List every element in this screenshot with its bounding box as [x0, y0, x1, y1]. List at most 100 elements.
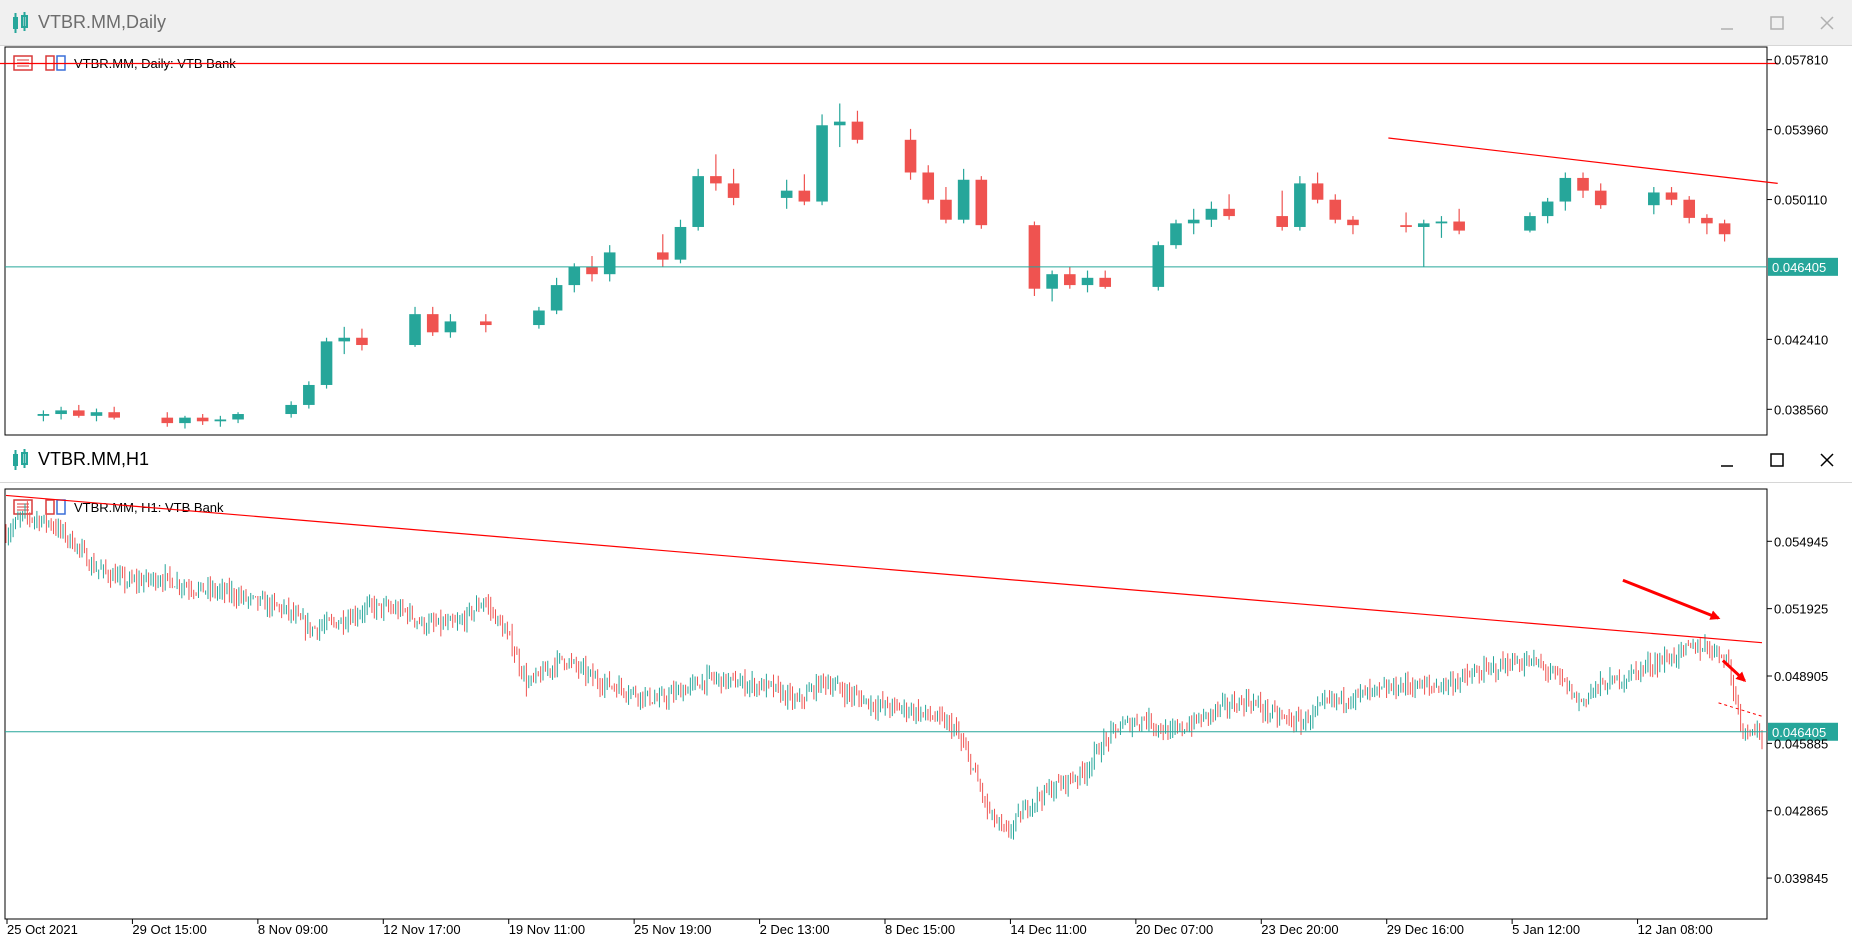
trendline[interactable] [5, 494, 1763, 644]
daily-candle [940, 187, 952, 224]
maximize-button[interactable] [1752, 437, 1802, 483]
daily-titlebar[interactable]: VTBR.MM,Daily [0, 0, 1852, 46]
daily-candle [798, 174, 811, 206]
time-tick-label: 29 Oct 15:00 [132, 922, 206, 936]
daily-candle [90, 408, 103, 422]
daily-window-title: VTBR.MM,Daily [38, 12, 167, 32]
daily-price-axis[interactable]: 0.057810 0.053960 0.050110 0.046405 0.042410… [1767, 53, 1838, 418]
price-tick-label: 0.054945 [1774, 534, 1828, 549]
daily-candle [904, 128, 917, 180]
current-price-tag-bg [1768, 722, 1838, 741]
time-tick-label: 25 Nov 19:00 [634, 922, 711, 936]
daily-candle [710, 154, 722, 191]
close-button[interactable] [1802, 437, 1852, 483]
time-tick-label: 12 Jan 08:00 [1638, 922, 1713, 936]
daily-candle [55, 406, 67, 420]
chart-type-icon[interactable] [45, 499, 66, 515]
daily-candle [285, 401, 297, 418]
daily-candle [1594, 183, 1607, 209]
h1-titlebar[interactable]: VTBR.MM,H1 [0, 437, 1852, 483]
trendline[interactable] [1388, 137, 1778, 184]
daily-candle [1417, 219, 1430, 267]
daily-candle [1453, 208, 1465, 235]
daily-chart-window[interactable]: VTBR.MM,Daily VTBR.MM, Daily: VTB [0, 0, 1852, 437]
daily-candle [922, 165, 935, 204]
time-tick-label: 25 Oct 2021 [7, 922, 78, 936]
daily-chart[interactable]: VTBR.MM, Daily: VTB Bank 0.0578100.05396… [0, 46, 1852, 437]
daily-candle [975, 176, 988, 229]
close-button[interactable] [1802, 0, 1852, 46]
arrow-annotation[interactable] [1622, 578, 1721, 620]
daily-candle [1311, 172, 1324, 204]
daily-candle [1559, 172, 1572, 211]
dashed-trendline[interactable] [1718, 702, 1763, 717]
price-tick-label: 0.048905 [1774, 669, 1828, 684]
current-price-tag: 0.046405 [1772, 725, 1826, 740]
daily-candle [692, 168, 704, 231]
daily-candle [603, 245, 616, 282]
daily-candle [851, 110, 864, 144]
minimize-icon [1721, 28, 1733, 30]
daily-candle [444, 314, 457, 338]
daily-candle [1347, 216, 1359, 235]
arrow-annotation[interactable] [1721, 659, 1747, 682]
daily-candle [1577, 172, 1589, 198]
h1-time-axis[interactable]: 25 Oct 2021 29 Oct 15:00 8 Nov 09:00 12 Nov… [6, 919, 1713, 936]
time-tick-label: 5 Jan 12:00 [1512, 922, 1580, 936]
h1-chart-window[interactable]: VTBR.MM,H1 VTBR.MM, H1: VTB Bank [0, 437, 1852, 936]
daily-candle [674, 219, 687, 264]
daily-candle [72, 404, 85, 418]
daily-candle [568, 263, 581, 293]
current-price-tag-bg [1768, 257, 1838, 276]
price-tick-label: 0.045885 [1774, 736, 1828, 751]
time-tick-label: 2 Dec 13:00 [760, 922, 830, 936]
daily-candle [1701, 214, 1713, 235]
daily-candle [656, 234, 669, 267]
daily-candle [1541, 197, 1554, 224]
daily-candle [37, 410, 50, 422]
daily-candle [1524, 212, 1536, 233]
daily-trendlines[interactable] [0, 62, 1778, 268]
daily-candle [1187, 208, 1200, 235]
daily-candle [1665, 187, 1678, 206]
daily-candle [1435, 216, 1448, 238]
daily-candle [586, 256, 598, 282]
time-tick-label: 29 Dec 16:00 [1387, 922, 1464, 936]
daily-candle [1648, 187, 1660, 215]
daily-candle [1718, 219, 1731, 242]
daily-candle [196, 414, 209, 425]
price-tick-label: 0.038560 [1774, 402, 1828, 417]
daily-candle [833, 103, 846, 148]
daily-candle [303, 381, 315, 409]
h1-chart[interactable]: VTBR.MM, H1: VTB Bank 0.0549450.0519250.… [0, 483, 1852, 936]
close-icon [1820, 453, 1834, 467]
daily-candle [108, 406, 120, 420]
minimize-button[interactable] [1702, 0, 1752, 46]
daily-candle [214, 415, 227, 427]
time-tick-label: 8 Dec 15:00 [885, 922, 955, 936]
daily-candle [409, 306, 421, 347]
daily-candle [1046, 270, 1058, 302]
daily-candle [780, 179, 793, 209]
candlestick-icon [13, 11, 28, 33]
daily-candle [1099, 270, 1112, 289]
h1-price-axis[interactable]: 0.054945 0.051925 0.048905 0.0464050.045885… [1767, 534, 1838, 886]
maximize-icon [1770, 16, 1784, 30]
daily-candle [1683, 196, 1696, 224]
price-tick-label: 0.050110 [1774, 193, 1827, 208]
time-tick-label: 19 Nov 11:00 [509, 922, 585, 936]
daily-candle [338, 326, 351, 355]
daily-candle [1064, 266, 1076, 289]
daily-candle [232, 412, 244, 424]
h1-candles [5, 501, 1763, 840]
daily-candle [480, 314, 492, 333]
h1-trendlines[interactable] [5, 494, 1767, 733]
daily-candle [1294, 176, 1306, 231]
minimize-button[interactable] [1702, 437, 1752, 483]
daily-candle [426, 306, 439, 336]
price-tick-label: 0.039845 [1774, 871, 1828, 886]
daily-candle [1205, 201, 1218, 227]
maximize-button[interactable] [1752, 0, 1802, 46]
daily-plot-frame [4, 46, 1768, 436]
price-tick-label: 0.042865 [1774, 804, 1828, 819]
